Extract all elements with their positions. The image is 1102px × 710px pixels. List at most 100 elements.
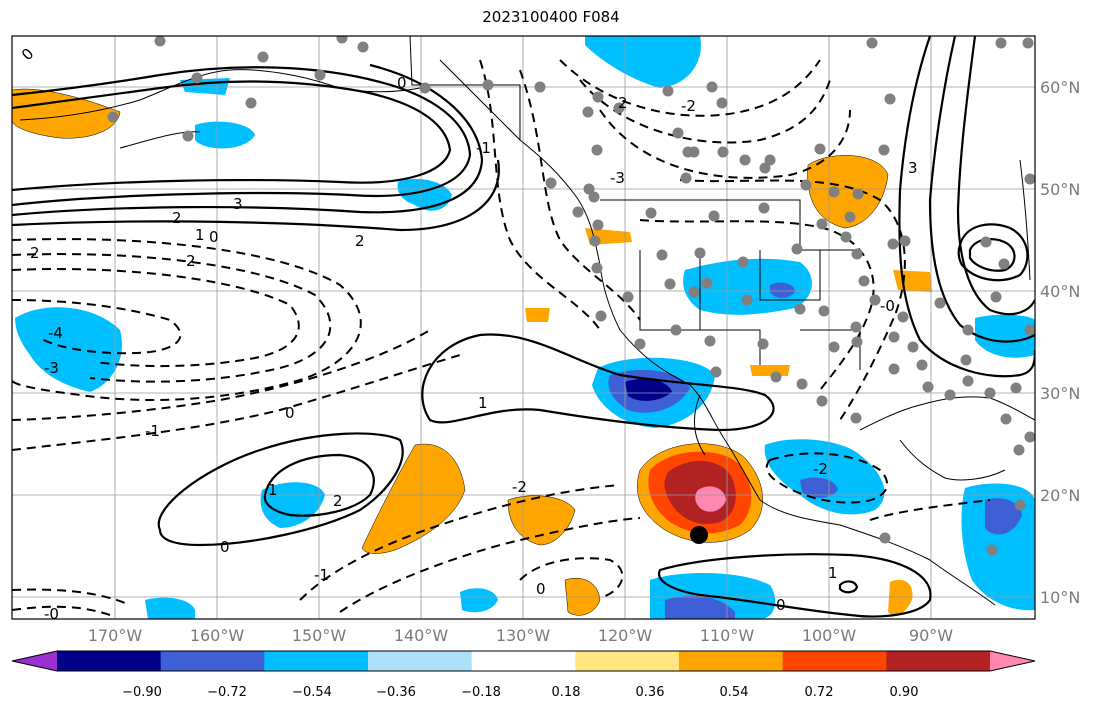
contour-label: 2 [172,209,182,227]
colorbar-segment [679,651,784,671]
contour-label: -4 [48,324,63,342]
contour-label: 0 [285,404,295,422]
colorbar-extend-high [990,651,1035,671]
orange-region [888,579,913,616]
contour-label: -2 [813,460,828,478]
lat-label: 50°N [1040,180,1080,199]
blue-region [460,588,498,613]
darkblue-region [985,498,1022,535]
lat-label: 30°N [1040,384,1080,403]
graticule [12,36,1035,619]
orange-region [361,443,466,554]
lon-label: 110°W [700,626,755,645]
colorbar-ticks: −0.90 −0.72 −0.54 −0.36 −0.18 0.18 0.36 … [122,685,918,700]
contour-label: -1 [314,566,329,584]
shaded-regions [12,36,1035,619]
orange-region [525,308,550,322]
contours-negative [12,59,991,616]
lat-label: 20°N [1040,486,1080,505]
blue-region [585,36,701,88]
contour-label: 1 [828,564,838,582]
lon-label: 170°W [88,626,143,645]
blue-region [764,439,885,515]
lat-label: 40°N [1040,282,1080,301]
lon-label: 100°W [802,626,857,645]
orange-region [750,365,790,376]
contour-label: -1 [476,139,491,157]
contour-label: 2 [333,492,343,510]
colorbar-tick-label: −0.54 [292,685,332,700]
station-dots [107,36,1035,556]
colorbar-segment [575,651,680,671]
contour-label: 2 [186,252,196,270]
orange-region [807,155,889,229]
colorbar-segment [264,651,369,671]
colorbar-tick-label: 0.36 [636,685,665,700]
navy-region [625,378,672,401]
contour-label: -2 [681,97,696,115]
orange-region [12,88,121,139]
darkblue-region [665,595,735,619]
colorbar-tick-label: 0.90 [890,685,919,700]
map-frame [11,35,1036,620]
orange-region [893,270,932,292]
map-title: 2023100400 F084 [482,8,620,26]
contour-label: -0 [44,605,59,623]
contour-label: 0 [220,538,230,556]
colorbar-segment [160,651,265,671]
contour-label: 2 [30,244,40,262]
colorbar-segment [782,651,887,671]
contour-label: 0 [397,74,407,92]
lon-label: 140°W [394,626,449,645]
blue-region [15,307,122,392]
pink-region [695,486,726,512]
colorbar-outline [11,650,1036,672]
latitude-labels: 60°N 50°N 40°N 30°N 20°N 10°N [1040,78,1080,607]
lon-label: 120°W [598,626,653,645]
contour-label: 3 [233,195,243,213]
contours-positive [12,36,1035,618]
contour-label: -3 [610,169,625,187]
contour-label: 0 [776,596,786,614]
contour-label: 1 [268,481,278,499]
darkblue-region [800,477,838,498]
colorbar-tick-label: −0.90 [122,685,162,700]
blue-region [145,597,195,619]
contour-label: 2 [618,94,628,112]
colorbar [11,650,1036,672]
contour-label: 2 [355,232,365,250]
darkblue-region [770,282,795,298]
contour-label: 0 [536,580,546,598]
contour-label: 0 [18,45,37,64]
colorbar-segment [57,651,162,671]
colorbar-extend-low [12,651,57,671]
colorbar-tick-label: 0.18 [552,685,581,700]
contour-label: 1 [195,226,205,244]
colorbar-segment [471,651,576,671]
contour-label: -3 [44,359,59,377]
orange-region [507,495,576,546]
contour-label: -2 [512,478,527,496]
colorbar-tick-label: 0.72 [805,685,834,700]
contour-label: 0 [209,228,219,246]
lon-label: 90°W [909,626,953,645]
blue-region [683,258,812,315]
lat-label: 60°N [1040,78,1080,97]
contour-labels: 0 2 3 2 1 0 2 2 -4 -3 0 -1 1 1 2 0 -2 -1… [18,45,918,623]
storm-center-marker [690,526,708,544]
colorbar-tick-label: 0.54 [720,685,749,700]
contour-label: -0 [880,297,895,315]
lon-label: 130°W [496,626,551,645]
colorbar-segment [368,651,473,671]
contour-label: 1 [478,394,488,412]
colorbar-tick-label: −0.72 [207,685,247,700]
lat-label: 10°N [1040,588,1080,607]
contour-label: -1 [145,422,160,440]
blue-region [975,314,1035,358]
contour-label: 3 [908,159,918,177]
colorbar-tick-label: −0.36 [376,685,416,700]
lon-label: 150°W [292,626,347,645]
longitude-labels: 170°W 160°W 150°W 140°W 130°W 120°W 110°… [88,626,953,645]
colorbar-tick-label: −0.18 [461,685,501,700]
